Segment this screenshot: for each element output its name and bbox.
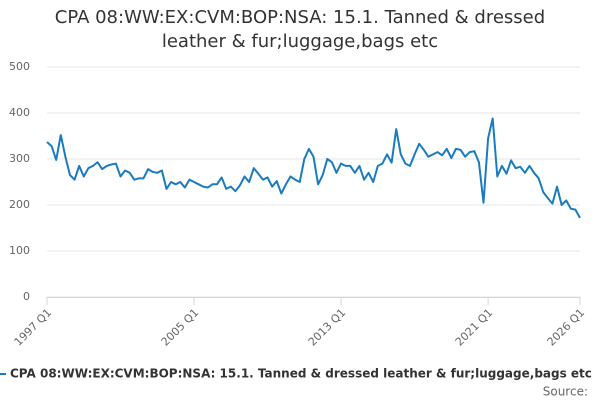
x-tick-label: 2005 Q1 (159, 306, 202, 349)
x-tick-label: 2013 Q1 (306, 306, 349, 349)
y-tick-label: 0 (23, 290, 30, 303)
y-tick-label: 300 (9, 152, 30, 165)
x-tick-label: 2021 Q1 (453, 306, 496, 349)
data-line (46, 117, 581, 219)
y-tick-label: 200 (9, 198, 30, 211)
chart-title: CPA 08:WW:EX:CVM:BOP:NSA: 15.1. Tanned &… (54, 7, 546, 52)
legend-label: CPA 08:WW:EX:CVM:BOP:NSA: 15.1. Tanned &… (10, 367, 592, 381)
x-tick-label: 2026 Q1 (545, 306, 588, 349)
y-tick-label: 400 (9, 106, 30, 119)
source-label: Source: (543, 385, 588, 399)
y-tick-label: 500 (9, 60, 30, 73)
y-tick-label: 100 (9, 244, 30, 257)
x-tick-label: 1997 Q1 (12, 306, 55, 349)
